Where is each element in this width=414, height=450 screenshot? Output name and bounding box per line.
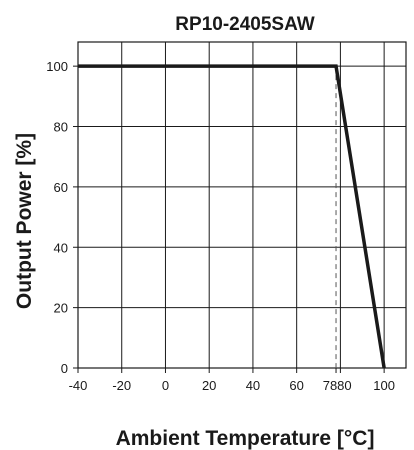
x-tick-label: -20 [112,378,131,393]
chart-title: RP10-2405SAW [175,14,314,35]
x-tick-label: -40 [69,378,88,393]
x-tick-label: 100 [373,378,395,393]
x-tick-label: 78 [323,378,337,393]
y-axis-label: Output Power [%] [13,133,36,309]
x-tick-label: 0 [162,378,169,393]
x-axis-label: Ambient Temperature [°C] [116,427,375,450]
x-axis-ticks: -40 -20 0 20 40 60 78 80 100 [69,368,395,393]
y-tick-label: 80 [54,120,68,135]
x-tick-label: 20 [202,378,216,393]
y-tick-label: 0 [61,361,68,376]
x-tick-label: 60 [289,378,303,393]
derating-curve [78,64,386,369]
y-tick-label: 20 [54,301,68,316]
plot-frame [77,41,407,369]
y-tick-label: 60 [54,180,68,195]
y-tick-label: 40 [54,240,68,255]
y-axis-ticks: 0 20 40 60 80 100 [46,59,78,376]
x-tick-label: 80 [337,378,351,393]
y-tick-label: 100 [46,59,68,74]
x-tick-label: 40 [246,378,260,393]
